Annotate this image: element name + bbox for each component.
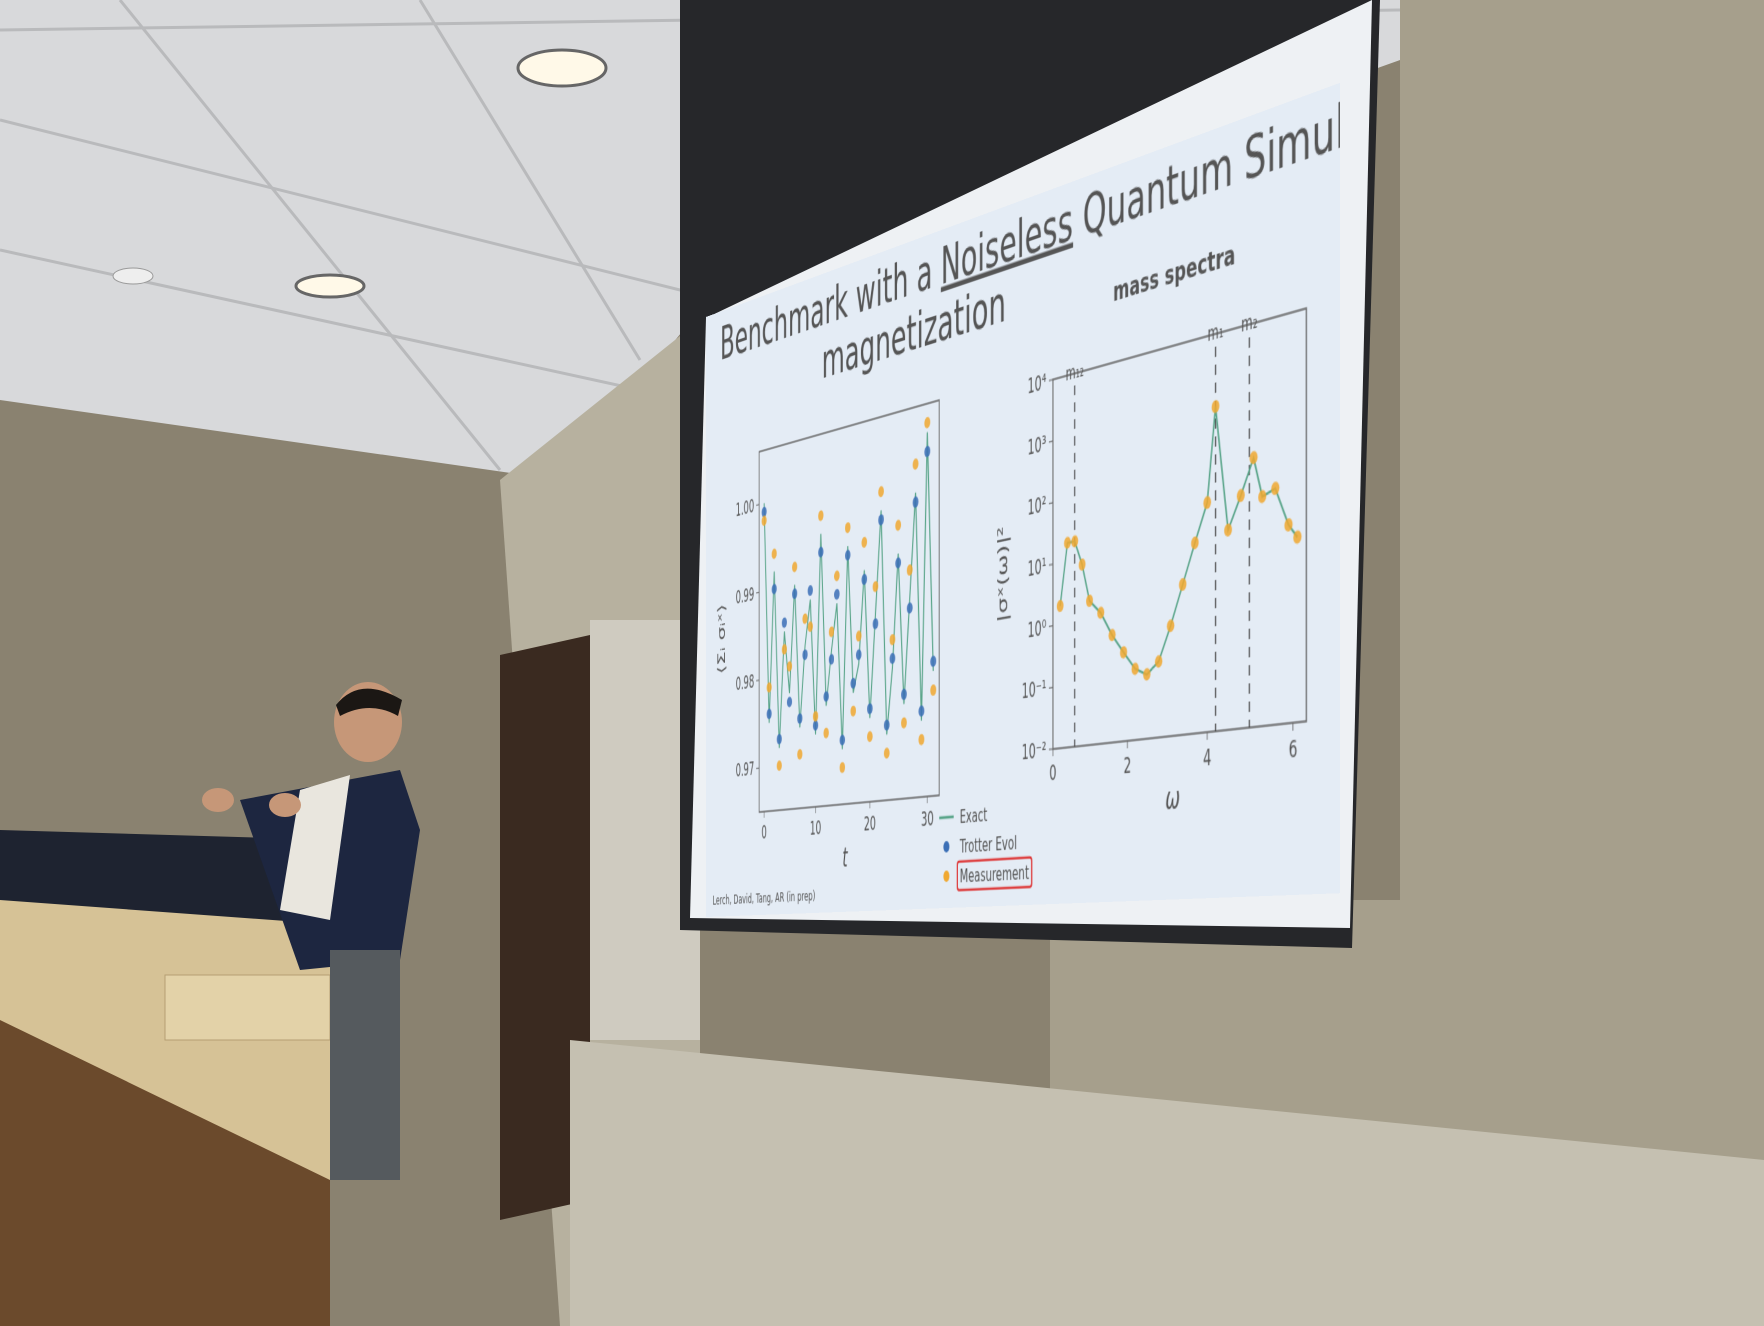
x-tick-label: 0 — [1049, 763, 1056, 786]
legend-label: Measurement — [960, 861, 1029, 887]
y-tick-label: 0.97 — [736, 761, 755, 783]
x-tick-label: 20 — [864, 814, 876, 836]
x-tick-label: 6 — [1289, 738, 1298, 764]
y-tick-label: 0.98 — [736, 673, 755, 695]
citation: Lerch, David, Tang, AR (in prep) — [713, 888, 816, 908]
person-hair — [336, 688, 402, 716]
y-tick-label: 10⁻¹ — [1022, 679, 1047, 705]
person-hand — [269, 793, 301, 817]
y-tick-label: 10⁻² — [1022, 740, 1047, 765]
x-axis-label: ω — [1165, 781, 1180, 817]
ceiling-light — [294, 273, 366, 299]
legend-swatch — [939, 817, 953, 818]
door — [500, 635, 590, 1220]
x-tick-label: 4 — [1203, 747, 1211, 772]
annotation-label: m₂ — [1241, 309, 1257, 337]
y-tick — [756, 592, 759, 593]
table — [0, 1020, 330, 1326]
legend-label: Trotter Evol — [959, 831, 1017, 857]
person-trousers — [330, 950, 400, 1180]
y-tick — [1049, 564, 1053, 565]
y-axis-label: |σˣ(ω)|² — [995, 524, 1011, 624]
y-axis-label: ⟨Σᵢ σᵢˣ⟩ — [716, 603, 728, 675]
x-tick-label: 10 — [810, 819, 821, 840]
podium-top — [0, 830, 340, 930]
y-tick-label: 10¹ — [1028, 556, 1047, 582]
y-tick-label: 1.00 — [736, 498, 755, 522]
y-tick-label: 0.99 — [736, 585, 755, 608]
ceiling-light — [516, 48, 608, 88]
slide-background — [706, 82, 1341, 917]
x-tick-label: 0 — [761, 824, 766, 844]
y-tick-label: 10² — [1028, 495, 1047, 522]
annotation-label: m₁₂ — [1066, 359, 1084, 385]
y-tick-label: 10⁴ — [1028, 372, 1047, 400]
x-tick-label: 2 — [1124, 755, 1132, 779]
x-tick-label: 30 — [921, 809, 934, 831]
smoke-detector — [112, 267, 154, 285]
legend-label: Exact — [960, 803, 988, 827]
y-tick-label: 10³ — [1028, 433, 1047, 460]
person-hand — [202, 788, 234, 812]
annotation-label: m₁ — [1208, 319, 1224, 346]
y-tick — [1049, 626, 1053, 627]
x-axis-label: t — [842, 843, 848, 873]
right-wall — [1050, 0, 1764, 1326]
y-tick — [1049, 687, 1053, 688]
y-tick-label: 10⁰ — [1028, 618, 1047, 644]
lower-wall — [570, 1040, 1764, 1326]
podium-drawer — [164, 974, 331, 1041]
